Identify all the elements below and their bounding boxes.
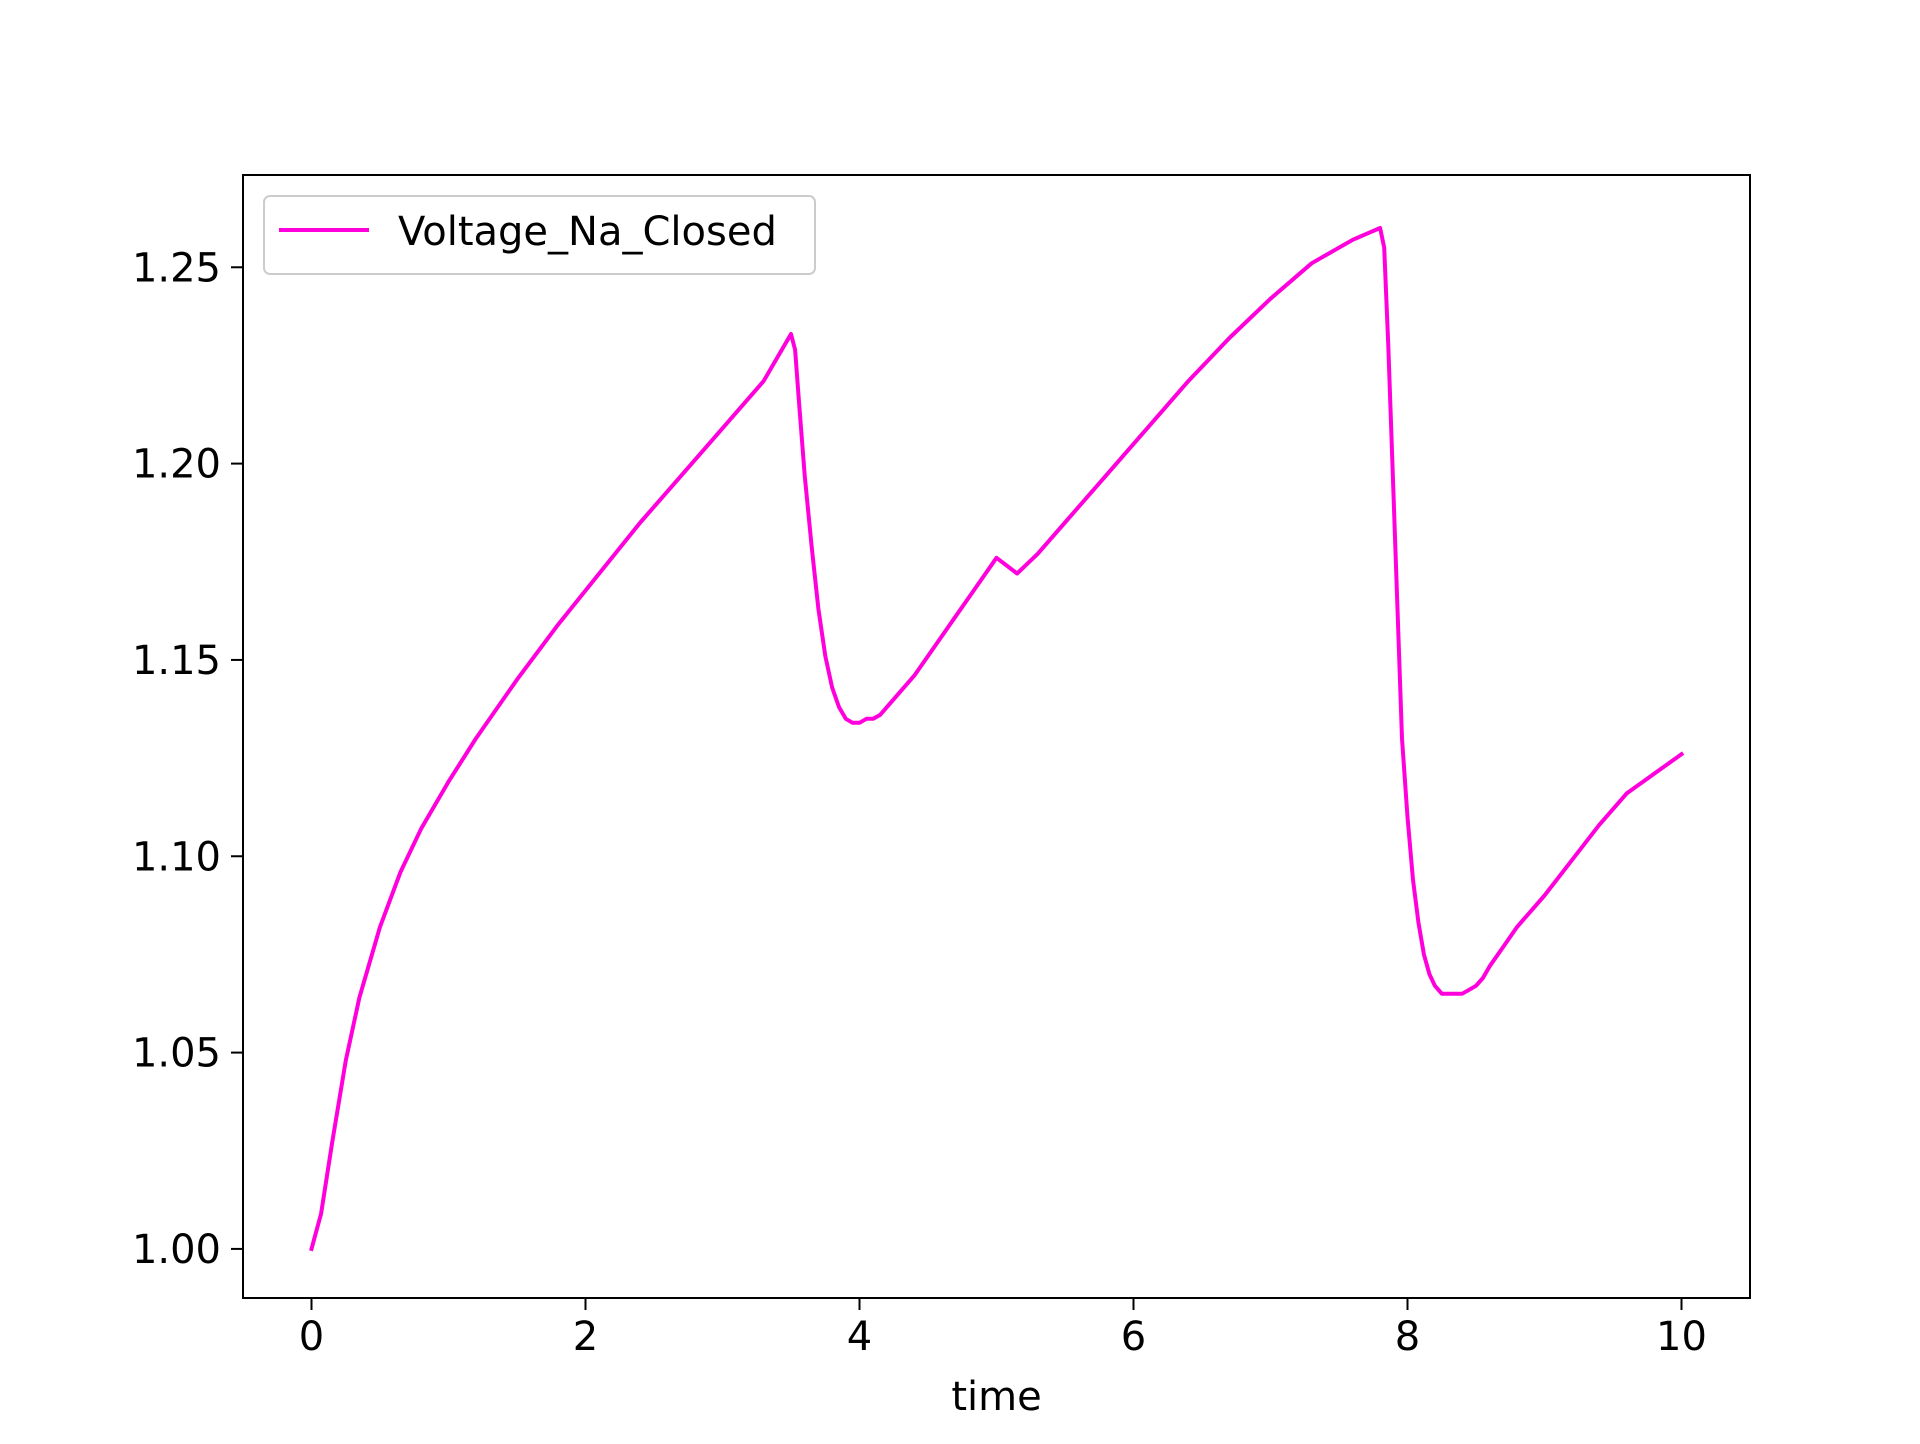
x-tick-label: 4	[847, 1314, 872, 1360]
series-layer	[309, 226, 1685, 1252]
plot-area-frame	[242, 174, 1751, 1299]
x-tick-label: 2	[573, 1314, 598, 1360]
y-tick-label: 1.20	[132, 442, 221, 488]
legend-entry-label: Voltage_Na_Closed	[398, 209, 777, 255]
y-tick-label: 1.10	[132, 834, 221, 880]
x-axis-label: time	[951, 1374, 1041, 1420]
y-tick-label: 1.25	[132, 245, 221, 291]
y-tick-label: 1.05	[132, 1031, 221, 1077]
x-tick-label: 6	[1121, 1314, 1146, 1360]
y-tick-label: 1.00	[132, 1227, 221, 1273]
ticks-layer: 0 2 4 6 8 10 1.00 1.05 1.10 1.15 1.20 1.25	[132, 245, 1707, 1360]
y-tick-label: 1.15	[132, 638, 221, 684]
legend: Voltage_Na_Closed	[263, 195, 816, 275]
x-tick-label: 8	[1395, 1314, 1420, 1360]
series-line-voltage-na-closed	[309, 226, 1685, 1252]
x-tick-label: 0	[299, 1314, 324, 1360]
x-tick-label: 10	[1656, 1314, 1707, 1360]
legend-box	[263, 195, 816, 275]
